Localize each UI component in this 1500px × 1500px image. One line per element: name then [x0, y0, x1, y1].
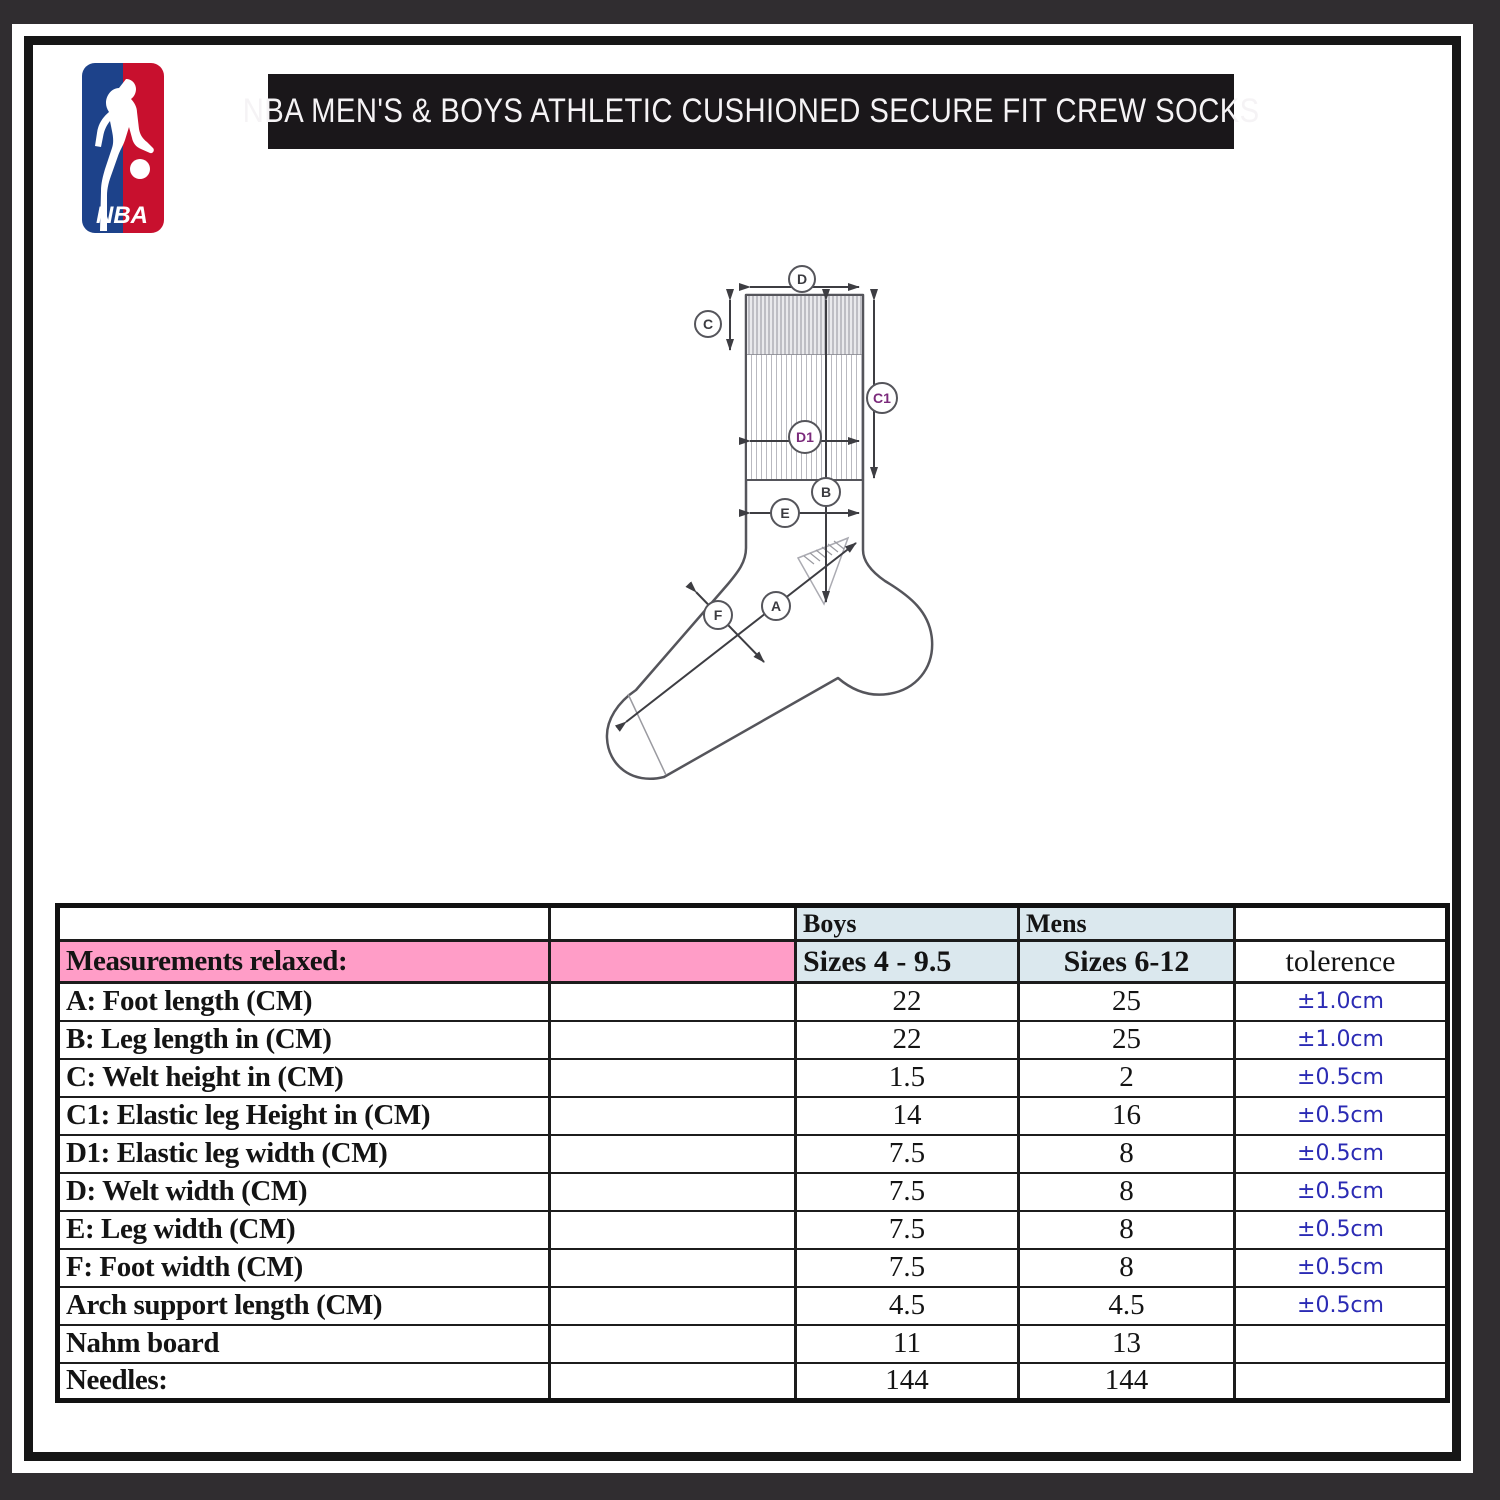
tolerance-value: ±0.5cm	[1233, 1285, 1449, 1326]
mens-value: 8	[1017, 1133, 1236, 1174]
mens-value: 144	[1017, 1361, 1236, 1402]
tolerance-header: tolerence	[1233, 939, 1449, 984]
elastic-leg-hatch	[746, 355, 863, 480]
mens-value: 8	[1017, 1209, 1236, 1250]
dim-F	[685, 581, 765, 663]
measurement-label: D1: Elastic leg width (CM)	[56, 1133, 551, 1174]
table-row-welt-width: D: Welt width (CM) 7.5 8 ±0.5cm	[56, 1171, 1449, 1212]
measurement-label: A: Foot length (CM)	[56, 981, 551, 1022]
table-row-leg-width: E: Leg width (CM) 7.5 8 ±0.5cm	[56, 1209, 1449, 1250]
mens-value: 4.5	[1017, 1285, 1236, 1326]
measurement-label: F: Foot width (CM)	[56, 1247, 551, 1288]
table-row-needles: Needles: 144 144	[56, 1361, 1449, 1402]
table-row-leg-length: B: Leg length in (CM) 22 25 ±1.0cm	[56, 1019, 1449, 1060]
title-banner: NBA MEN'S & BOYS ATHLETIC CUSHIONED SECU…	[243, 74, 1259, 149]
tolerance-value	[1233, 1361, 1449, 1402]
measure-label-c: C	[703, 316, 713, 332]
tolerance-value: ±0.5cm	[1233, 1247, 1449, 1288]
boys-sizes-header: Sizes 4 - 9.5	[794, 939, 1020, 984]
boys-value: 7.5	[794, 1209, 1020, 1250]
boys-value: 7.5	[794, 1133, 1020, 1174]
boys-value: 22	[794, 1019, 1020, 1060]
size-chart-table: Boys Mens Measurements relaxed: Sizes 4 …	[55, 903, 1450, 1403]
mens-value: 8	[1017, 1247, 1236, 1288]
measure-label-c1: C1	[873, 390, 891, 406]
tolerance-value: ±0.5cm	[1233, 1133, 1449, 1174]
tolerance-value: ±1.0cm	[1233, 1019, 1449, 1060]
page-title: NBA MEN'S & BOYS ATHLETIC CUSHIONED SECU…	[242, 92, 1260, 130]
mens-group-header: Mens	[1017, 904, 1236, 942]
table-row-welt-height: C: Welt height in (CM) 1.5 2 ±0.5cm	[56, 1057, 1449, 1098]
table-row-nahm-board: Nahm board 11 13	[56, 1323, 1449, 1364]
boys-value: 22	[794, 981, 1020, 1022]
measurements-relaxed-label: Measurements relaxed:	[56, 939, 551, 984]
tolerance-value: ±0.5cm	[1233, 1209, 1449, 1250]
tolerance-value	[1233, 1323, 1449, 1364]
table-row-elastic-leg-height: C1: Elastic leg Height in (CM) 14 16 ±0.…	[56, 1095, 1449, 1136]
measurement-label: C1: Elastic leg Height in (CM)	[56, 1095, 551, 1136]
tolerance-value: ±0.5cm	[1233, 1171, 1449, 1212]
measurement-label: D: Welt width (CM)	[56, 1171, 551, 1212]
mens-value: 16	[1017, 1095, 1236, 1136]
measurement-label: E: Leg width (CM)	[56, 1209, 551, 1250]
measurement-label: B: Leg length in (CM)	[56, 1019, 551, 1060]
boys-value: 4.5	[794, 1285, 1020, 1326]
measure-label-d: D	[797, 271, 807, 287]
group-header-row: Boys Mens	[56, 904, 1449, 942]
nba-logo-icon: NBA	[82, 63, 164, 233]
boys-value: 11	[794, 1323, 1020, 1364]
content-area: NBA NBA MEN'S & BOYS ATHLETIC CUSHIONED …	[24, 36, 1461, 1461]
mens-value: 13	[1017, 1323, 1236, 1364]
nba-logo-text: NBA	[96, 202, 148, 229]
tolerance-value: ±1.0cm	[1233, 981, 1449, 1022]
measure-label-b: B	[821, 484, 831, 500]
boys-value: 7.5	[794, 1171, 1020, 1212]
table-row-foot-length: A: Foot length (CM) 22 25 ±1.0cm	[56, 981, 1449, 1022]
boys-value: 144	[794, 1361, 1020, 1402]
mens-value: 8	[1017, 1171, 1236, 1212]
boys-group-header: Boys	[794, 904, 1020, 942]
tolerance-value: ±0.5cm	[1233, 1095, 1449, 1136]
table-row-foot-width: F: Foot width (CM) 7.5 8 ±0.5cm	[56, 1247, 1449, 1288]
measurement-label: Nahm board	[56, 1323, 551, 1364]
measurement-label: Needles:	[56, 1361, 551, 1402]
tolerance-value: ±0.5cm	[1233, 1057, 1449, 1098]
boys-value: 7.5	[794, 1247, 1020, 1288]
welt-hatch	[746, 295, 863, 355]
measure-label-d1: D1	[796, 429, 814, 445]
mens-value: 2	[1017, 1057, 1236, 1098]
measurement-label: C: Welt height in (CM)	[56, 1057, 551, 1098]
measure-label-f: F	[714, 607, 723, 623]
inner-white-mat: NBA NBA MEN'S & BOYS ATHLETIC CUSHIONED …	[12, 24, 1473, 1473]
mens-value: 25	[1017, 981, 1236, 1022]
mens-value: 25	[1017, 1019, 1236, 1060]
measure-label-a: A	[771, 598, 781, 614]
measure-label-e: E	[780, 505, 789, 521]
sock-measurement-diagram: D C C1 D1 B E F A	[605, 265, 934, 780]
subheader-row: Measurements relaxed: Sizes 4 - 9.5 Size…	[56, 939, 1449, 984]
boys-value: 1.5	[794, 1057, 1020, 1098]
table-row-arch-support: Arch support length (CM) 4.5 4.5 ±0.5cm	[56, 1285, 1449, 1326]
boys-value: 14	[794, 1095, 1020, 1136]
table-row-elastic-leg-width: D1: Elastic leg width (CM) 7.5 8 ±0.5cm	[56, 1133, 1449, 1174]
mens-sizes-header: Sizes 6-12	[1017, 939, 1236, 984]
measurement-label: Arch support length (CM)	[56, 1285, 551, 1326]
